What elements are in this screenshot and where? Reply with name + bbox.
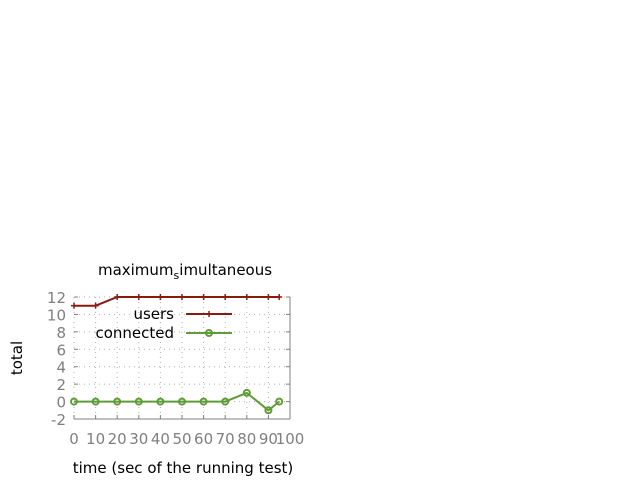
y-tick-label: 8: [56, 324, 66, 342]
x-tick-label: 50: [172, 430, 191, 448]
x-tick-label: 90: [259, 430, 278, 448]
series-line-connected: [74, 391, 280, 412]
series-line-users: [74, 296, 280, 307]
data-point-connected: [199, 397, 208, 406]
data-point-connected: [242, 388, 251, 397]
y-tick-label: 12: [47, 289, 66, 307]
x-tick-label: 60: [194, 430, 213, 448]
data-point-connected: [156, 397, 165, 406]
data-point-connected: [113, 397, 122, 406]
y-tick-label: 2: [56, 376, 66, 394]
x-tick-label: 40: [151, 430, 170, 448]
data-point-connected: [264, 406, 273, 415]
x-tick-label: 0: [69, 430, 79, 448]
legend-label-users: users: [133, 305, 174, 323]
data-point-connected: [91, 397, 100, 406]
y-tick-label: 4: [56, 359, 66, 377]
data-point-connected: [221, 397, 230, 406]
y-tick-label: 6: [56, 341, 66, 359]
y-tick-label: 10: [47, 306, 66, 324]
y-tick-label: 0: [56, 394, 66, 412]
x-tick-label: 30: [129, 430, 148, 448]
data-point-connected: [70, 397, 78, 406]
series-layer: [70, 294, 284, 415]
y-axis-label: total: [8, 341, 26, 375]
y-tick-label: -2: [51, 411, 66, 429]
chart-title: maximumsimultaneous: [98, 261, 272, 282]
x-tick-label: 80: [237, 430, 256, 448]
x-tick-label: 100: [276, 430, 305, 448]
x-tick-label: 20: [108, 430, 127, 448]
x-tick-label: 10: [86, 430, 105, 448]
x-tick-label: 70: [216, 430, 235, 448]
legend-label-connected: connected: [95, 324, 174, 342]
data-point-connected: [178, 397, 186, 406]
axes: [73, 296, 291, 420]
data-point-connected: [205, 329, 213, 337]
data-point-connected: [275, 397, 284, 406]
x-axis-label: time (sec of the running test): [73, 459, 294, 477]
data-point-connected: [134, 397, 143, 406]
